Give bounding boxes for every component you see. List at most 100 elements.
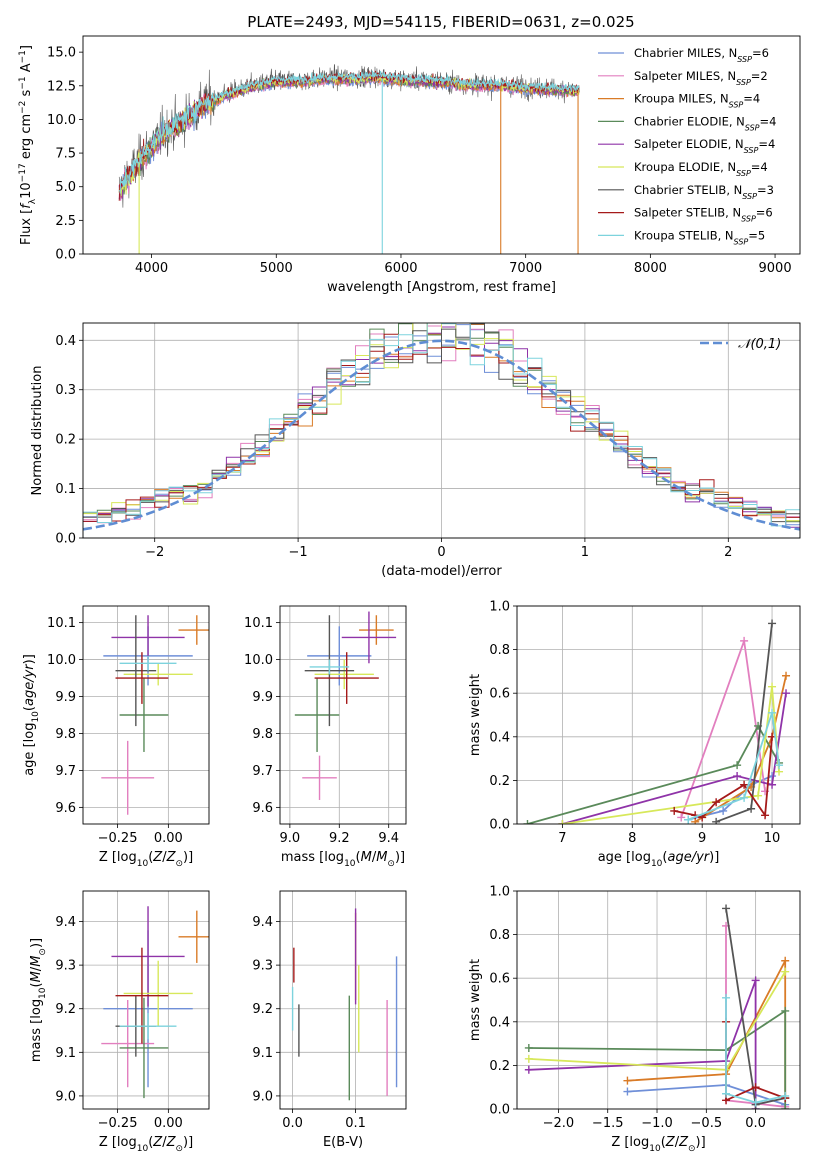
x-tick-label: 0.1 — [345, 1116, 366, 1131]
y-axis-label: mass [log10(M/M⊙)] — [29, 938, 48, 1062]
x-axis-label: age [log10(age/yr)] — [598, 850, 720, 869]
x-tick-label: −2.0 — [543, 1116, 575, 1131]
x-tick-label: −1 — [289, 545, 308, 560]
x-tick-label: 7000 — [509, 261, 542, 276]
y-tick-label: 0.4 — [489, 730, 510, 745]
data-marker — [747, 804, 756, 813]
y-tick-label: 9.8 — [252, 727, 273, 742]
y-tick-label: 15.0 — [47, 46, 76, 61]
histogram-step — [83, 333, 800, 538]
y-tick-label: 1.0 — [489, 600, 510, 615]
data-marker — [740, 780, 749, 789]
x-tick-label: 8 — [628, 831, 636, 846]
data-marker — [722, 993, 731, 1002]
x-axis-label: Z [log10(Z/Z⊙)] — [99, 850, 193, 869]
legend-label: 𝒩(0,1) — [738, 337, 781, 352]
legend-label: Chabrier MILES, NSSP=6 — [634, 46, 769, 64]
y-tick-label: 0.2 — [55, 433, 76, 448]
data-marker — [781, 1091, 790, 1100]
y-tick-label: 10.1 — [244, 616, 273, 631]
data-marker — [684, 815, 693, 824]
chart-title: PLATE=2493, MJD=54115, FIBERID=0631, z=0… — [247, 13, 634, 31]
axes-age-vs-Z: −0.25 0.00 9.6 9.7 9.8 9.9 10.0 10.1 Z [log10(Z/… — [22, 605, 210, 869]
x-axis-label: (data-model)/error — [381, 564, 502, 579]
y-axis-label: Normed distribution — [30, 366, 45, 496]
plot-area — [118, 64, 580, 254]
data-marker — [722, 1089, 731, 1098]
y-axis-label: age [log10(age/yr)] — [22, 654, 41, 776]
x-tick-label: 9000 — [759, 261, 792, 276]
legend-label: Chabrier STELIB, NSSP=3 — [634, 183, 774, 201]
data-marker — [712, 798, 721, 807]
y-tick-label: 9.6 — [252, 801, 273, 816]
data-marker — [733, 772, 742, 781]
y-tick-label: 1.0 — [489, 885, 510, 900]
y-tick-label: 10.1 — [47, 616, 76, 631]
data-marker — [768, 682, 777, 691]
data-marker — [775, 761, 784, 770]
x-tick-label: −1.5 — [592, 1116, 624, 1131]
data-marker — [781, 956, 790, 965]
x-tick-label: 0.00 — [154, 831, 183, 846]
y-tick-label: 9.4 — [55, 915, 76, 930]
legend-label: Salpeter ELODIE, NSSP=4 — [634, 137, 775, 155]
legend: Chabrier MILES, NSSP=6 Salpeter MILES, NS… — [598, 46, 776, 246]
data-marker — [524, 1065, 533, 1074]
data-marker — [782, 671, 791, 680]
axes-frame — [82, 890, 210, 1110]
axes-frame — [82, 35, 801, 255]
y-tick-label: 9.0 — [55, 1089, 76, 1104]
axes-frame — [279, 890, 407, 1110]
axes-mass-weight-vs-Z: −2.0 −1.5 −1.0 −0.5 0.0 0.0 0.2 0.4 0.6 0.8 1.0 Z [… — [468, 885, 801, 1154]
plot-area — [294, 611, 397, 800]
series-line — [562, 686, 780, 824]
y-tick-label: 0.2 — [489, 774, 510, 789]
plot-area — [291, 908, 398, 1101]
plot-area — [524, 904, 790, 1109]
spectrum-line — [119, 70, 580, 194]
y-tick-label: 9.3 — [55, 959, 76, 974]
x-tick-label: 1 — [581, 545, 589, 560]
y-tick-label: 0.1 — [55, 482, 76, 497]
y-tick-label: 9.2 — [252, 1002, 273, 1017]
data-marker — [524, 1043, 533, 1052]
axes-frame — [279, 605, 407, 825]
axes-mass-vs-Z: −0.25 0.00 9.0 9.1 9.2 9.3 9.4 Z [log10(Z/Z⊙)] m… — [29, 890, 210, 1154]
axes-frame — [82, 605, 210, 825]
spectrum-line — [118, 75, 580, 198]
axes-spectrum: 4000 5000 6000 7000 8000 9000 0.0 2.5 5.0 7.5 10.0… — [18, 35, 801, 295]
y-tick-label: 0.4 — [55, 334, 76, 349]
data-marker — [722, 904, 731, 913]
data-marker — [523, 820, 532, 824]
x-tick-label: 7 — [558, 831, 566, 846]
legend-label: Kroupa ELODIE, NSSP=4 — [634, 160, 768, 178]
y-tick-label: 9.8 — [55, 727, 76, 742]
data-marker — [623, 1087, 632, 1096]
legend-label: Salpeter MILES, NSSP=2 — [634, 69, 768, 87]
y-tick-label: 0.6 — [489, 972, 510, 987]
data-marker — [781, 1006, 790, 1015]
data-marker — [558, 820, 567, 824]
y-tick-label: 9.1 — [252, 1046, 273, 1061]
x-tick-label: 4000 — [135, 261, 168, 276]
data-marker — [719, 806, 728, 815]
plot-area — [101, 615, 209, 815]
x-axis-label: mass [log10(M/M⊙)] — [281, 850, 405, 869]
x-tick-label: −2 — [145, 545, 164, 560]
axes-mass-vs-EBV: 0.0 0.1 9.0 9.1 9.2 9.3 9.4 E(B-V) — [252, 890, 407, 1150]
y-tick-label: 9.2 — [55, 1002, 76, 1017]
y-tick-label: 7.5 — [55, 147, 76, 162]
data-marker — [712, 817, 721, 824]
y-tick-label: 9.9 — [252, 690, 273, 705]
axes-residuals: −2 −1 0 1 2 0.0 0.1 0.2 0.3 0.4 (data-model)/error… — [30, 322, 801, 579]
normal-curve — [83, 339, 800, 531]
data-marker — [733, 761, 742, 770]
y-tick-label: 9.7 — [55, 764, 76, 779]
data-marker — [751, 976, 760, 985]
y-tick-label: 0.6 — [489, 687, 510, 702]
axes-mass-weight-vs-age: 7 8 9 10 0.0 0.2 0.4 0.6 0.8 1.0 age [log10(age/yr… — [468, 600, 801, 869]
x-tick-label: 9 — [698, 831, 706, 846]
data-marker — [670, 806, 679, 815]
data-marker — [623, 1076, 632, 1085]
